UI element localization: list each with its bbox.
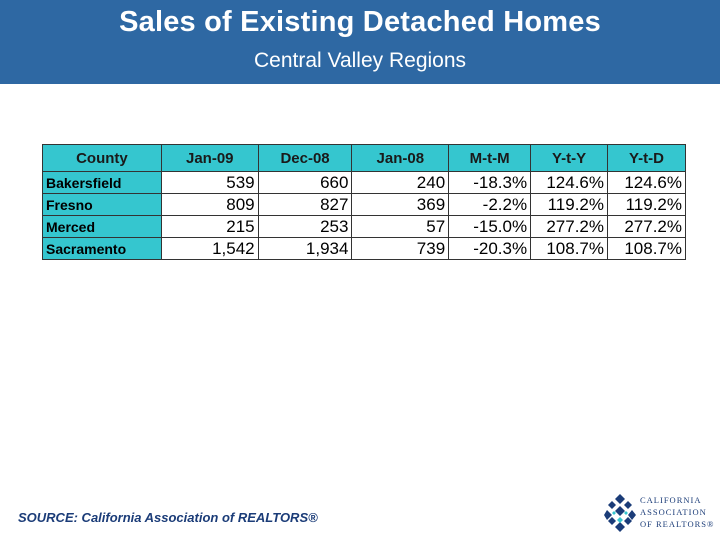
column-header-mtm: M-t-M	[448, 144, 532, 172]
table-cell: 369	[351, 193, 450, 216]
logo-line: ASSOCIATION	[640, 507, 707, 517]
table-cell: -20.3%	[448, 237, 532, 260]
table-cell: 119.2%	[607, 193, 686, 216]
county-cell: Sacramento	[42, 237, 162, 260]
table-cell: 539	[160, 171, 259, 194]
table-cell: 108.7%	[607, 237, 686, 260]
table-cell: 827	[257, 193, 353, 216]
source-note: SOURCE: California Association of REALTO…	[18, 510, 318, 525]
column-header-dec-08: Dec-08	[257, 144, 353, 172]
table-cell: 1,542	[160, 237, 259, 260]
table-row: Sacramento 1,542 1,934 739 -20.3% 108.7%…	[42, 237, 686, 260]
county-cell: Bakersfield	[42, 171, 162, 194]
table-cell: 660	[257, 171, 353, 194]
table-cell: 253	[257, 215, 353, 238]
county-cell: Fresno	[42, 193, 162, 216]
table-cell: 215	[160, 215, 259, 238]
logo-line: CALIFORNIA	[640, 495, 702, 505]
table-cell: 57	[351, 215, 450, 238]
sales-table: County Jan-09 Dec-08 Jan-08 M-t-M Y-t-Y …	[42, 144, 686, 260]
table-row: Merced 215 253 57 -15.0% 277.2% 277.2%	[42, 215, 686, 238]
column-header-ytd: Y-t-D	[607, 144, 686, 172]
page-subtitle: Central Valley Regions	[253, 49, 467, 72]
table-cell: -2.2%	[448, 193, 532, 216]
table-cell: -18.3%	[448, 171, 532, 194]
table-cell: 124.6%	[530, 171, 609, 194]
table-cell: 119.2%	[530, 193, 609, 216]
table-cell: 240	[351, 171, 450, 194]
table-row: Fresno 809 827 369 -2.2% 119.2% 119.2%	[42, 193, 686, 216]
table-cell: 108.7%	[530, 237, 609, 260]
header-banner: Sales of Existing Detached Homes Central…	[0, 0, 720, 84]
column-header-jan-08: Jan-08	[351, 144, 450, 172]
column-header-yty: Y-t-Y	[530, 144, 609, 172]
logo-line: OF REALTORS®	[640, 519, 715, 529]
car-logo: CALIFORNIA ASSOCIATION OF REALTORS®	[603, 493, 715, 533]
table-cell: 739	[351, 237, 450, 260]
county-cell: Merced	[42, 215, 162, 238]
column-header-jan-09: Jan-09	[160, 144, 259, 172]
car-logo-icon	[604, 494, 636, 532]
column-header-county: County	[42, 144, 162, 172]
table-cell: 277.2%	[530, 215, 609, 238]
table-row: Bakersfield 539 660 240 -18.3% 124.6% 12…	[42, 171, 686, 194]
table-cell: 277.2%	[607, 215, 686, 238]
car-logo-wordmark: CALIFORNIA ASSOCIATION OF REALTORS®	[640, 494, 716, 530]
table-cell: 809	[160, 193, 259, 216]
table-cell: 1,934	[257, 237, 353, 260]
table-cell: 124.6%	[607, 171, 686, 194]
table-header-row: County Jan-09 Dec-08 Jan-08 M-t-M Y-t-Y …	[42, 144, 686, 172]
table-cell: -15.0%	[448, 215, 532, 238]
page-title: Sales of Existing Detached Homes	[119, 6, 601, 38]
